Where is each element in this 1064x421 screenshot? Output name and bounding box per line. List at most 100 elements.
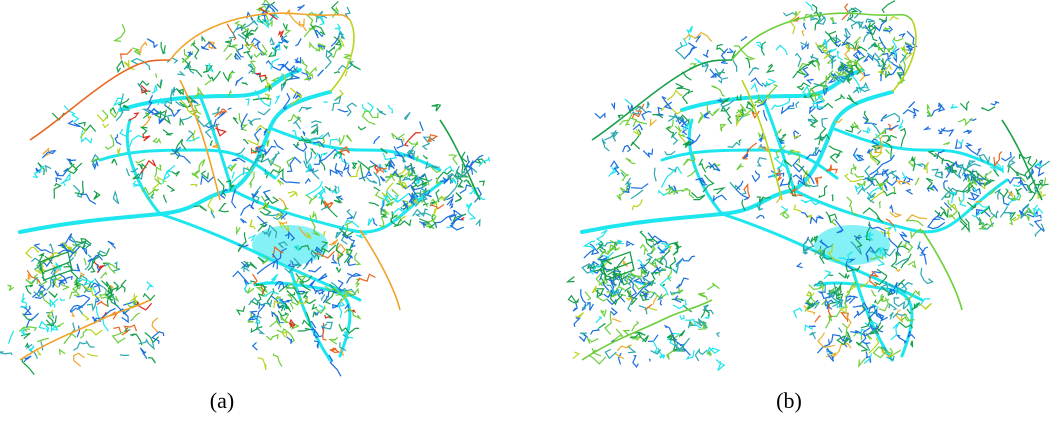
road-segment bbox=[235, 44, 244, 58]
road-segment bbox=[883, 58, 893, 66]
road-segment bbox=[253, 127, 262, 142]
road-segment bbox=[691, 192, 706, 201]
road-segment bbox=[333, 151, 343, 160]
road-segment bbox=[890, 251, 900, 270]
road-segment bbox=[838, 327, 843, 334]
road-segment bbox=[889, 211, 903, 218]
road-segment bbox=[366, 177, 378, 184]
road-segment bbox=[884, 227, 890, 239]
road-segment bbox=[91, 159, 99, 171]
road-segment bbox=[257, 14, 264, 24]
panel-b: (b) bbox=[540, 0, 1064, 421]
road-segment bbox=[274, 13, 279, 19]
road-segment bbox=[138, 41, 148, 54]
road-segment bbox=[786, 106, 795, 110]
road-segment bbox=[410, 162, 416, 175]
road-segment bbox=[852, 86, 871, 94]
road-segment bbox=[662, 283, 666, 287]
road-segment bbox=[101, 109, 109, 119]
road-segment bbox=[280, 212, 288, 220]
road-segment bbox=[364, 110, 379, 119]
road-segment bbox=[694, 347, 708, 362]
road-segment bbox=[1017, 179, 1028, 192]
road-segment bbox=[78, 121, 86, 127]
road-segment bbox=[330, 281, 349, 293]
road-segment bbox=[829, 150, 842, 164]
road-segment bbox=[464, 155, 474, 168]
road-segment bbox=[834, 93, 846, 102]
road-segment bbox=[164, 164, 176, 180]
road-segment bbox=[808, 87, 818, 101]
road-segment bbox=[632, 284, 646, 300]
road-segment bbox=[339, 291, 353, 303]
road-segment bbox=[846, 315, 852, 328]
road-segment bbox=[186, 62, 203, 78]
road-segment bbox=[424, 215, 437, 228]
road-segment bbox=[901, 281, 913, 289]
road-segment bbox=[271, 311, 281, 324]
road-segment bbox=[7, 330, 15, 344]
road-segment bbox=[104, 262, 110, 267]
road-segment bbox=[275, 295, 281, 301]
road-segment bbox=[617, 352, 622, 365]
road-segment bbox=[47, 309, 54, 317]
road-segment bbox=[879, 135, 883, 143]
road-segment bbox=[937, 102, 946, 113]
road-segment bbox=[895, 257, 909, 266]
road-segment bbox=[828, 145, 843, 153]
road-segment bbox=[117, 147, 121, 156]
road-segment bbox=[794, 11, 799, 18]
road-segment bbox=[642, 148, 654, 159]
road-segment bbox=[809, 291, 819, 306]
road-segment bbox=[937, 127, 946, 135]
road-segment bbox=[153, 110, 166, 119]
road-segment bbox=[826, 348, 834, 356]
road-segment bbox=[927, 219, 946, 230]
road-segment bbox=[311, 250, 320, 261]
road-segment bbox=[882, 140, 893, 161]
road-segment bbox=[832, 22, 837, 25]
road-segment bbox=[314, 152, 328, 160]
road-segment bbox=[610, 131, 619, 139]
road-segment bbox=[228, 169, 252, 189]
road-segment bbox=[957, 163, 964, 168]
road-segment bbox=[343, 243, 353, 264]
road-segment bbox=[454, 192, 463, 203]
road-segment bbox=[669, 291, 680, 296]
road-segment bbox=[211, 106, 221, 115]
road-segment bbox=[903, 298, 911, 310]
road-segment bbox=[672, 299, 687, 310]
backbone-road bbox=[118, 68, 302, 112]
road-segment bbox=[852, 304, 862, 308]
road-segment bbox=[868, 270, 880, 287]
road-segment bbox=[615, 285, 625, 291]
road-segment bbox=[877, 63, 892, 75]
road-segment bbox=[113, 97, 124, 107]
backbone-road bbox=[288, 266, 332, 362]
road-segment bbox=[683, 42, 696, 60]
road-segment bbox=[268, 85, 273, 92]
road-segment bbox=[887, 175, 900, 187]
road-segment bbox=[694, 58, 703, 65]
road-segment bbox=[252, 97, 272, 101]
road-segment bbox=[250, 70, 261, 76]
road-segment bbox=[812, 301, 820, 309]
road-segment bbox=[852, 51, 861, 61]
road-segment bbox=[41, 149, 57, 159]
road-segment bbox=[595, 229, 608, 246]
road-segment bbox=[607, 269, 620, 281]
road-segment bbox=[878, 297, 890, 312]
road-segment bbox=[860, 328, 866, 336]
road-segment bbox=[101, 280, 112, 289]
road-segment bbox=[278, 197, 287, 209]
road-segment bbox=[835, 286, 844, 301]
road-segment bbox=[809, 331, 817, 340]
road-segment bbox=[286, 156, 302, 173]
road-segment bbox=[817, 11, 827, 25]
road-segment bbox=[337, 257, 341, 267]
road-segment bbox=[175, 87, 184, 96]
road-segment bbox=[745, 57, 751, 69]
road-segment bbox=[272, 245, 284, 258]
road-segment bbox=[820, 74, 830, 92]
outer-road-arc bbox=[329, 19, 355, 93]
